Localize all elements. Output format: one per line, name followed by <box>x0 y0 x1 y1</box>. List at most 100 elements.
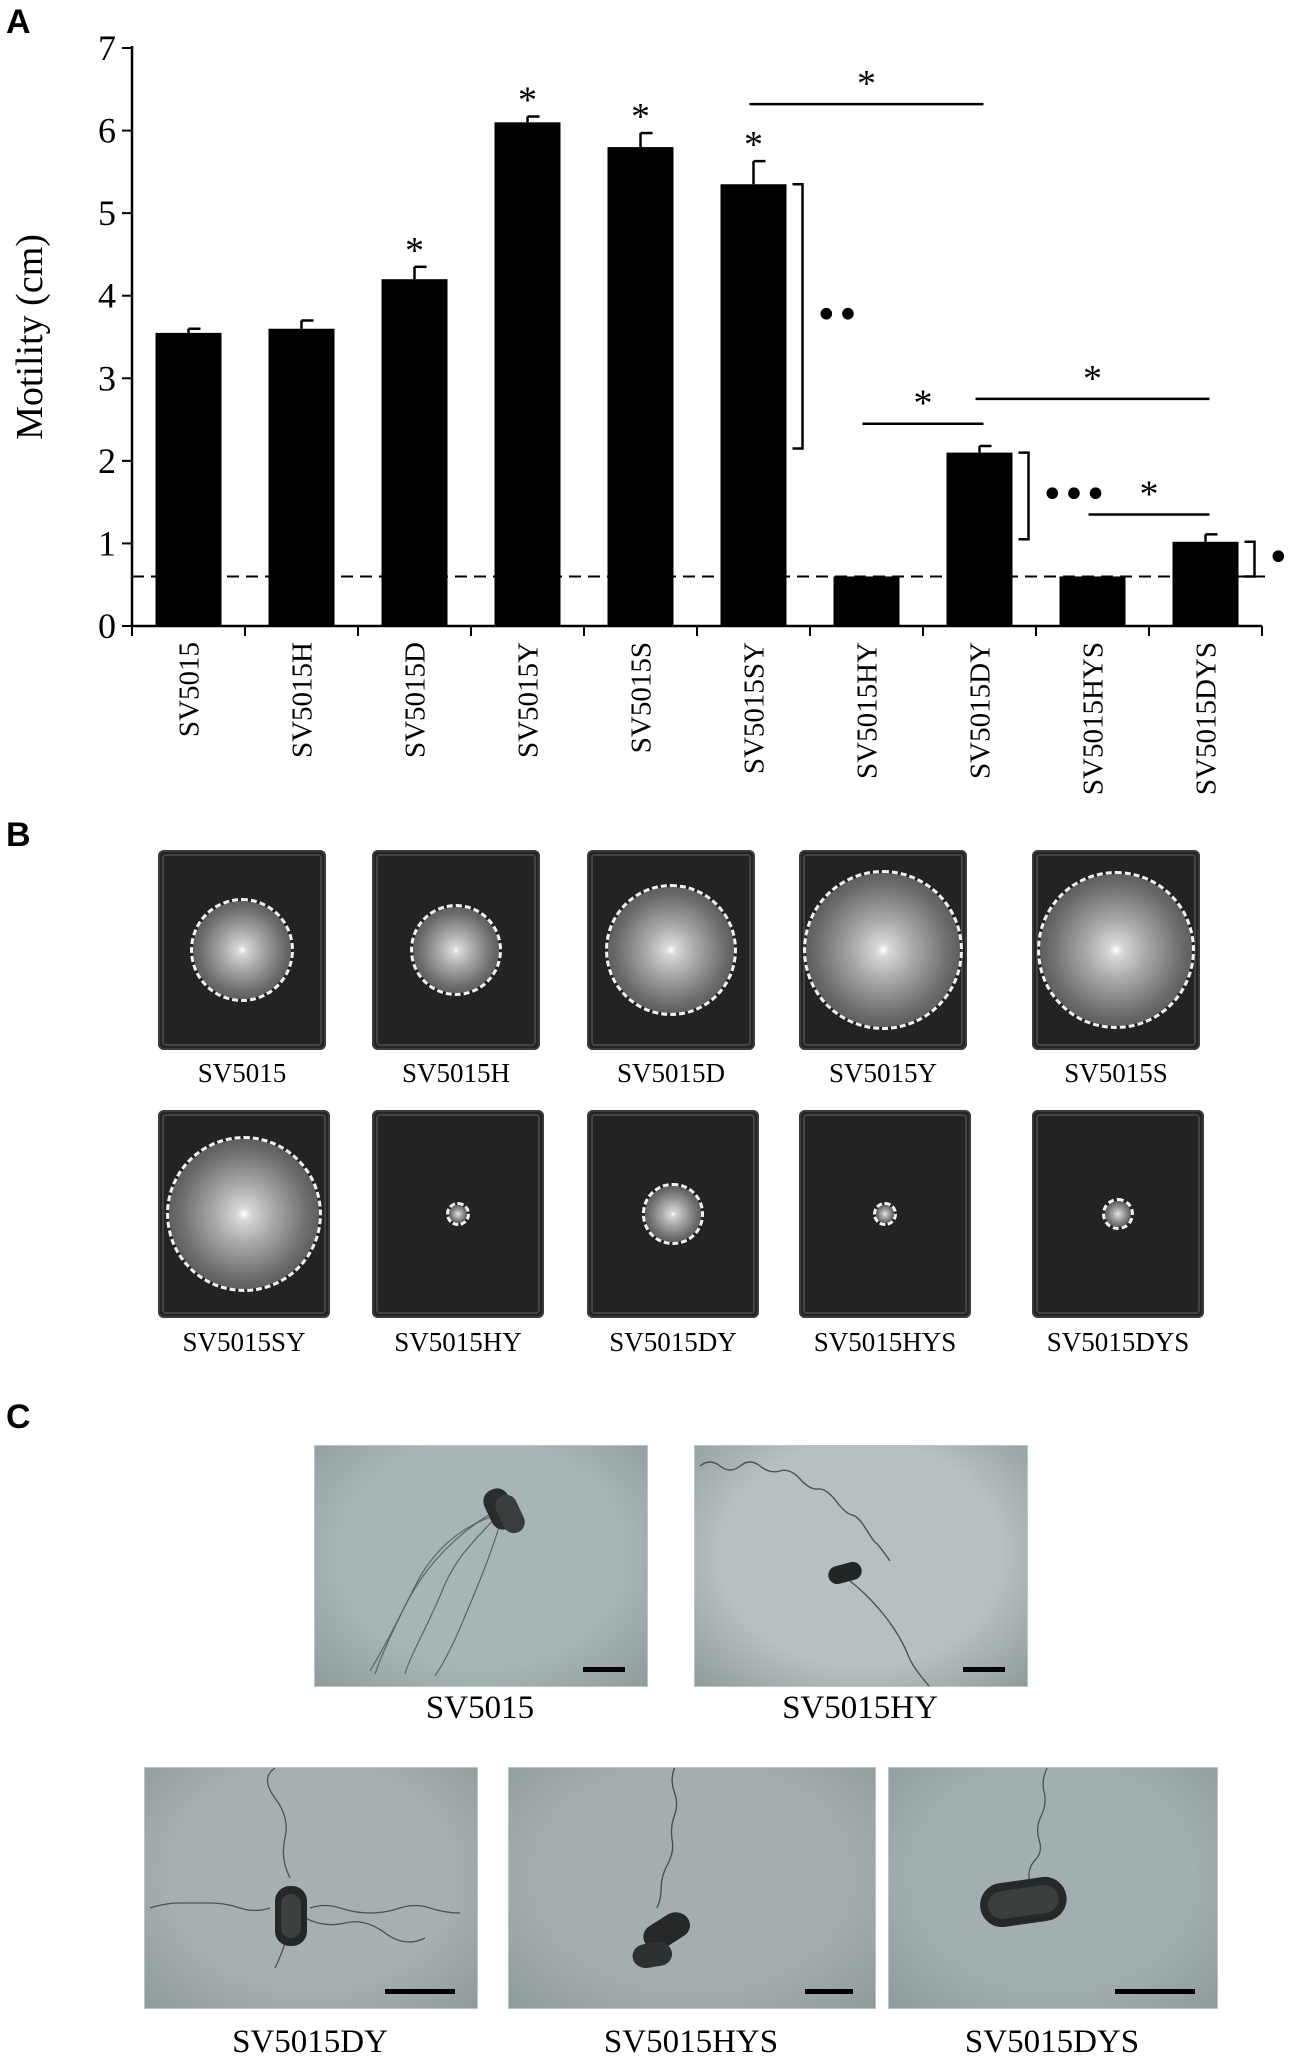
scale-bar <box>1115 1989 1195 1994</box>
tem-panel: SV5015HYS <box>508 1767 876 2064</box>
y-tick-label: 6 <box>98 111 116 151</box>
bracket-label: •• <box>815 292 858 338</box>
plate-image <box>1032 850 1200 1050</box>
plate-label: SV5015H <box>401 1058 510 1088</box>
comparison-star: * <box>1140 474 1159 516</box>
plate-image <box>799 1110 971 1318</box>
panel-letter-a: A <box>6 3 31 41</box>
bar <box>607 147 674 627</box>
plate-image <box>372 850 540 1050</box>
bar <box>1059 576 1126 626</box>
panel-letter-c: C <box>6 1398 31 1436</box>
plate-image <box>587 1110 759 1318</box>
tem-panel: SV5015DY <box>144 1767 478 2064</box>
tem-label: SV5015DY <box>232 2024 388 2060</box>
plate-label: SV5015Y <box>828 1058 937 1088</box>
bracket <box>792 182 804 450</box>
bar <box>720 184 787 626</box>
scale-bar <box>583 1667 625 1672</box>
bracket-label: • <box>1267 535 1289 581</box>
y-tick-label: 7 <box>98 28 116 68</box>
plate-label: SV5015S <box>1064 1058 1168 1088</box>
plate: SV5015DY <box>587 1110 759 1361</box>
tem-image <box>314 1445 648 1687</box>
y-tick-label: 2 <box>98 441 116 481</box>
bar <box>381 279 448 626</box>
plate: SV5015DYS <box>1032 1110 1204 1361</box>
bracket <box>1018 451 1030 541</box>
swarm-boundary <box>446 1202 470 1226</box>
plate-image <box>158 1110 330 1318</box>
plate-label: SV5015D <box>616 1058 725 1088</box>
significance-star: * <box>405 230 424 272</box>
swarm-boundary <box>165 1135 323 1293</box>
x-tick-label: SV5015SY <box>739 642 771 774</box>
tem-cells <box>632 1768 691 1969</box>
scale-bar <box>805 1989 853 1994</box>
tem-image <box>144 1767 478 2009</box>
tem-image <box>694 1445 1028 1687</box>
tem-cells <box>699 1461 931 1686</box>
comparison-star: * <box>1083 358 1102 400</box>
plate-label: SV5015HY <box>394 1327 522 1357</box>
x-tick-label: SV5015HY <box>852 642 884 779</box>
tem-label: SV5015HY <box>782 1690 938 1726</box>
tem-image <box>888 1767 1218 2009</box>
swarm-boundary <box>409 903 503 997</box>
scale-bar <box>385 1989 455 1994</box>
plate-image <box>587 850 755 1050</box>
bar <box>155 332 222 626</box>
scale-bar <box>963 1667 1005 1672</box>
plate-label: SV5015 <box>197 1058 287 1088</box>
tem-cells <box>369 1488 525 1677</box>
y-tick-label: 5 <box>98 193 116 233</box>
plate-label: SV5015DYS <box>1046 1327 1190 1357</box>
x-tick-label: SV5015S <box>626 642 658 753</box>
x-tick-label: SV5015D <box>400 642 432 758</box>
tem-panel: SV5015DYS <box>888 1767 1218 2064</box>
bar <box>1172 541 1239 626</box>
bar <box>268 328 335 626</box>
plate: SV5015Y <box>799 850 967 1092</box>
plate: SV5015H <box>372 850 540 1092</box>
tem-label: SV5015HYS <box>603 2024 779 2060</box>
x-tick-label: SV5015 <box>174 642 206 737</box>
tem-label: SV5015 <box>425 1690 535 1726</box>
plate-label: SV5015SY <box>182 1327 306 1357</box>
significance-star: * <box>518 80 537 122</box>
y-tick-label: 0 <box>98 606 116 646</box>
plate-label: SV5015DY <box>609 1327 737 1357</box>
x-tick-label: SV5015H <box>287 642 319 758</box>
tem-panel: SV5015HY <box>694 1445 1028 1730</box>
tem-label: SV5015DYS <box>964 2024 1140 2060</box>
plate-image <box>372 1110 544 1318</box>
tem-image <box>508 1767 876 2009</box>
tem-panel: SV5015 <box>314 1445 648 1730</box>
comparison-star: * <box>914 383 933 425</box>
comparison-star: * <box>857 63 876 105</box>
bar <box>833 576 900 626</box>
tem-cells <box>980 1768 1067 1928</box>
bracket-label: ••• <box>1041 472 1106 518</box>
significance-star: * <box>744 124 763 166</box>
swarm-boundary <box>642 1183 704 1245</box>
swarm-boundary <box>1102 1198 1134 1230</box>
x-tick-label: SV5015DYS <box>1191 642 1223 795</box>
plate: SV5015D <box>587 850 755 1092</box>
tem-cells <box>149 1768 461 1969</box>
swarm-boundary <box>190 898 294 1002</box>
plate: SV5015 <box>158 850 326 1092</box>
x-tick-label: SV5015DY <box>965 642 997 779</box>
bar <box>946 452 1013 626</box>
plate-image <box>158 850 326 1050</box>
plate-image <box>799 850 967 1050</box>
significance-star: * <box>631 96 650 138</box>
plate: SV5015HY <box>372 1110 544 1361</box>
swarm-boundary <box>802 869 964 1031</box>
y-tick-label: 4 <box>98 276 116 316</box>
swarm-boundary <box>604 883 738 1017</box>
swarm-boundary <box>873 1202 897 1226</box>
bar <box>494 122 561 627</box>
x-tick-label: SV5015Y <box>513 642 545 758</box>
